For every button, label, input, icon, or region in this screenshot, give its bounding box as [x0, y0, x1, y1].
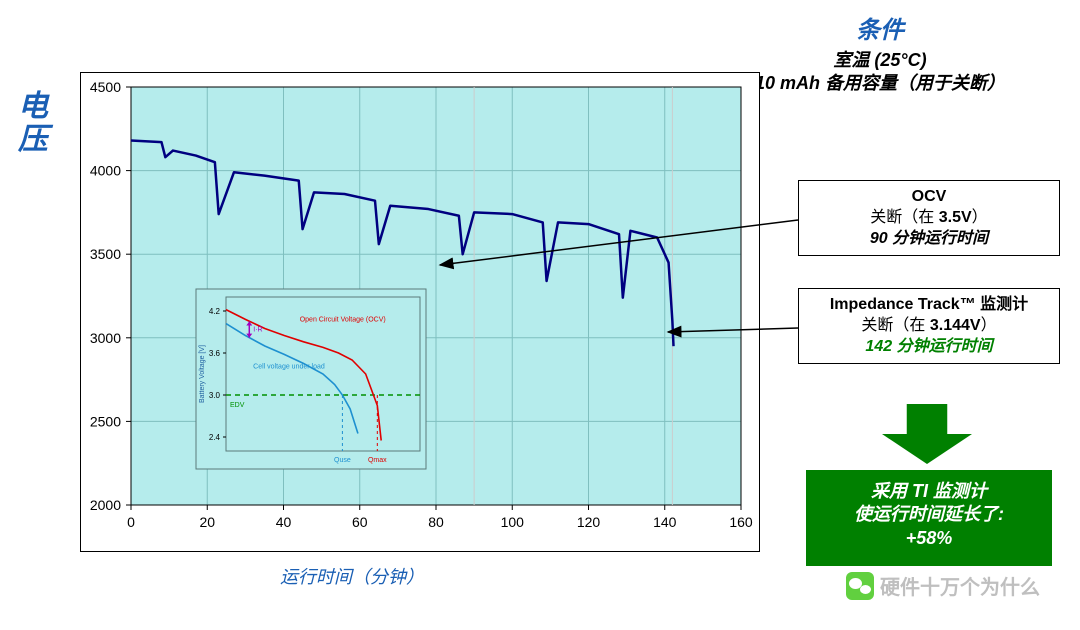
conditions-line1: 室温 (25°C) [740, 49, 1020, 72]
svg-text:80: 80 [428, 514, 444, 530]
svg-text:2.4: 2.4 [209, 433, 221, 442]
watermark-text: 硬件十万个为什么 [880, 571, 1040, 600]
callout-it-line3: 142 分钟运行时间 [809, 337, 1049, 358]
conditions-line2: 10 mAh 备用容量（用于关断） [740, 72, 1020, 95]
svg-text:Quse: Quse [334, 457, 351, 464]
xaxis-label: 运行时间（分钟） [280, 563, 424, 589]
svg-text:3.6: 3.6 [209, 349, 221, 358]
svg-text:I·R: I·R [253, 327, 262, 334]
svg-text:3000: 3000 [90, 330, 121, 346]
callout-ocv-line2: 关断（在 3.5V） [809, 208, 1049, 229]
svg-text:Qmax: Qmax [368, 457, 387, 464]
svg-text:20: 20 [199, 514, 215, 530]
main-chart-panel: 0 20 40 60 80 100 120 140 160 2000 2500 3000 3500 400… [80, 72, 760, 552]
svg-text:EDV: EDV [230, 402, 245, 409]
svg-text:0: 0 [127, 514, 135, 530]
down-arrow-icon [882, 404, 972, 464]
callout-ocv-title: OCV [809, 187, 1049, 208]
watermark: 硬件十万个为什么 [846, 571, 1040, 600]
callout-it-title: Impedance Track™ 监测计 [809, 295, 1049, 316]
svg-text:3500: 3500 [90, 246, 121, 262]
svg-text:4.2: 4.2 [209, 307, 221, 316]
yaxis-label: 电 压 [18, 90, 48, 156]
svg-text:100: 100 [501, 514, 525, 530]
svg-text:140: 140 [653, 514, 677, 530]
svg-text:Battery Voltage [V]: Battery Voltage [V] [199, 345, 206, 403]
svg-text:3.0: 3.0 [209, 391, 221, 400]
figure-root: 电 压 条件 室温 (25°C) 10 mAh 备用容量（用于关断） 0 20 40… [0, 0, 1080, 630]
svg-text:40: 40 [276, 514, 292, 530]
svg-text:4500: 4500 [90, 79, 121, 95]
callout-impedance-track: Impedance Track™ 监测计 关断（在 3.144V） 142 分钟… [798, 288, 1060, 364]
svg-text:120: 120 [577, 514, 601, 530]
svg-text:160: 160 [729, 514, 753, 530]
result-line1: 采用 TI 监测计 [814, 480, 1044, 503]
svg-text:2000: 2000 [90, 497, 121, 513]
svg-text:60: 60 [352, 514, 368, 530]
conditions-title: 条件 [740, 10, 1020, 45]
svg-text:Cell voltage under load: Cell voltage under load [253, 363, 325, 370]
callout-it-line2: 关断（在 3.144V） [809, 316, 1049, 337]
result-line2: 使运行时间延长了: [814, 503, 1044, 526]
conditions-block: 条件 室温 (25°C) 10 mAh 备用容量（用于关断） [740, 10, 1020, 94]
svg-text:2500: 2500 [90, 413, 121, 429]
svg-text:Open Circuit Voltage (OCV): Open Circuit Voltage (OCV) [300, 317, 386, 324]
result-line3: +58% [814, 527, 1044, 550]
result-box: 采用 TI 监测计 使运行时间延长了: +58% [806, 470, 1052, 566]
wechat-icon [846, 572, 874, 600]
svg-text:4000: 4000 [90, 163, 121, 179]
callout-ocv: OCV 关断（在 3.5V） 90 分钟运行时间 [798, 180, 1060, 256]
callout-ocv-line3: 90 分钟运行时间 [809, 229, 1049, 250]
main-chart-svg: 0 20 40 60 80 100 120 140 160 2000 2500 3000 3500 400… [81, 73, 761, 553]
